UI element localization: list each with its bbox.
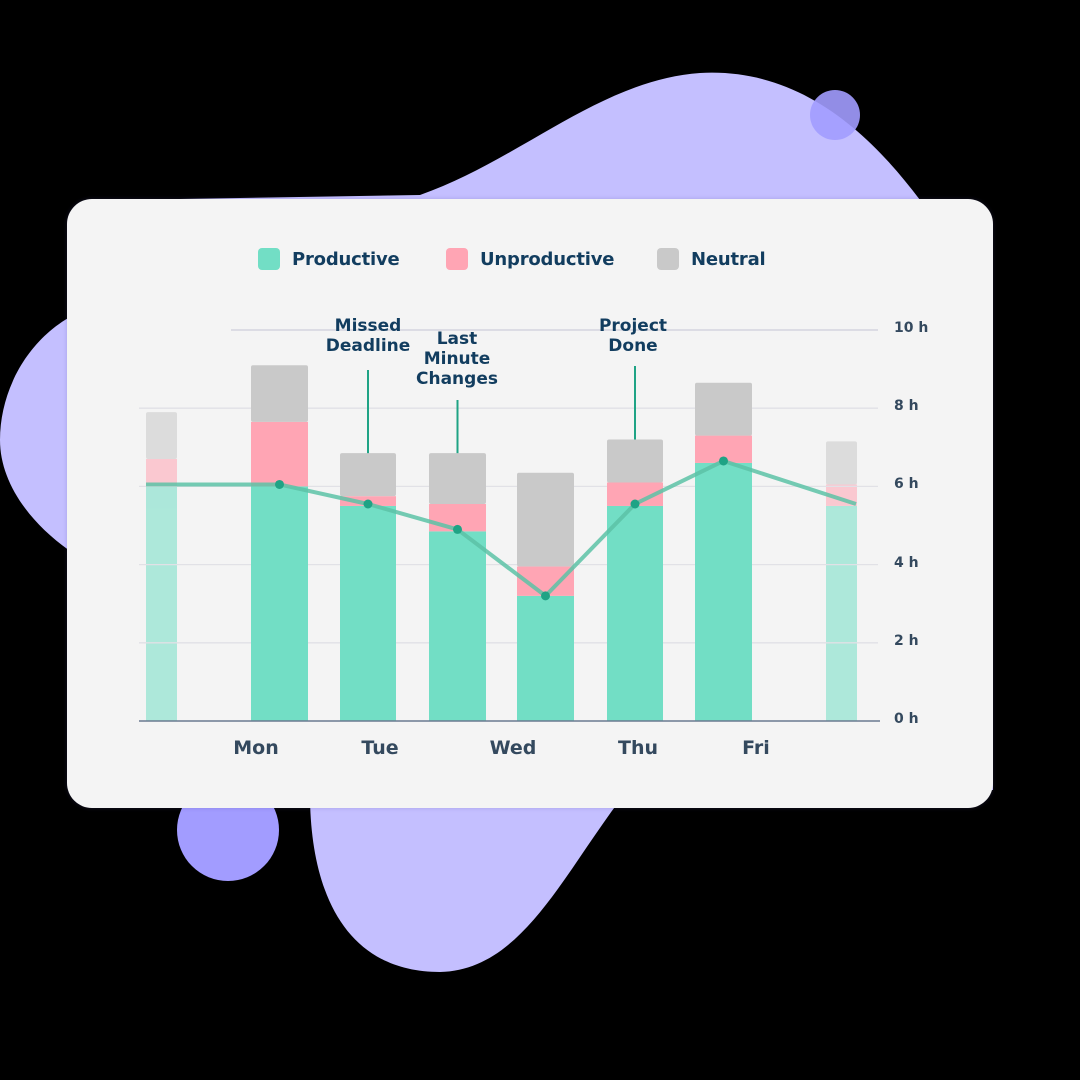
bar-wed[interactable] [517,472,574,721]
top-right-circle [810,90,860,140]
productive-segment [251,486,308,721]
unproductive-swatch-icon [446,248,468,270]
bar-tue[interactable] [340,453,396,721]
legend-item-productive[interactable]: Productive [258,248,400,270]
bar-thu[interactable] [607,439,663,721]
y-tick-label: 8 h [894,398,919,414]
productive-segment [340,505,396,721]
trend-point [719,456,728,466]
bar-fri[interactable] [695,382,752,721]
bar-mon[interactable] [251,365,308,721]
x-tick-label-tue: Tue [361,737,399,759]
trend-point [275,479,284,489]
y-tick-label: 4 h [894,555,919,571]
x-tick-label-wed: Wed [489,737,537,759]
y-tick-label: 10 h [894,320,929,336]
neutral-segment [607,439,663,483]
trend-point [630,499,640,509]
y-tick-label: 6 h [894,476,919,492]
productive-segment [695,462,752,721]
unproductive-segment [146,459,177,487]
neutral-swatch-icon [657,248,679,270]
legend-item-neutral[interactable]: Neutral [657,248,766,270]
bar-next[interactable] [826,441,857,721]
neutral-segment [340,453,396,497]
productive-segment [607,505,663,721]
neutral-segment [146,412,177,460]
neutral-segment [826,441,857,485]
productive-segment [429,531,486,721]
productive-swatch-icon [258,248,280,270]
legend-item-unproductive[interactable]: Unproductive [446,248,614,270]
neutral-segment [517,472,574,567]
trend-point [363,499,373,509]
neutral-segment [695,382,752,436]
trend-point [453,524,462,534]
trend-line [146,458,857,598]
unproductive-segment [607,482,663,506]
y-tick-label: 2 h [894,633,919,649]
x-tick-label-thu: Thu [617,737,659,759]
neutral-segment [429,453,486,504]
annotation-last-minute-changes: Last Minute Changes [416,329,498,389]
legend-label: Unproductive [480,248,615,270]
productive-segment [146,486,177,721]
productive-segment [517,595,574,721]
annotation-missed-deadline: Missed Deadline [325,316,411,356]
x-tick-label-fri: Fri [742,737,770,759]
productive-segment [826,505,857,721]
bar-group[interactable] [429,453,486,721]
trend-point [541,591,550,601]
legend: Productive Unproductive Neutral [0,248,1080,274]
x-tick-label-mon: Mon [233,737,279,759]
neutral-segment [251,365,308,422]
y-tick-label: 0 h [894,711,919,727]
bar-prev[interactable] [146,412,177,721]
unproductive-segment [251,421,308,487]
legend-label: Productive [292,248,400,270]
legend-label: Neutral [691,248,766,270]
annotation-project-done: Project Done [598,316,668,356]
